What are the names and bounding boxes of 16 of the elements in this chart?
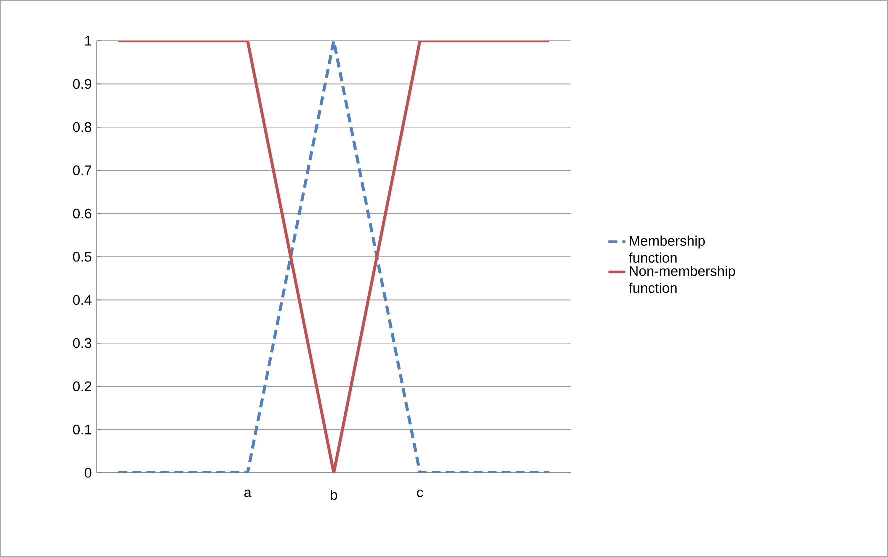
x-tick-label: b [331,490,338,500]
y-tick-label: 0 [84,468,92,478]
x-tick-label: a [244,490,252,498]
y-tick-label: 0.1 [73,424,92,435]
y-tick-label: 0.2 [73,382,92,392]
legend-label: Non-membership function [629,266,736,294]
y-tick-label: 0.7 [73,166,92,176]
y-tick-label: 0.9 [73,79,92,90]
x-tick-label: c [417,490,424,498]
y-tick-label: 0.4 [73,295,92,306]
y-tick-label: 0.6 [73,208,92,219]
legend-label: Membership function [629,236,706,263]
y-tick-label: 1 [85,36,92,46]
y-tick-label: 0.5 [73,252,92,262]
y-tick-label: 0.8 [73,122,92,132]
y-tick-label: 0.3 [73,338,92,348]
